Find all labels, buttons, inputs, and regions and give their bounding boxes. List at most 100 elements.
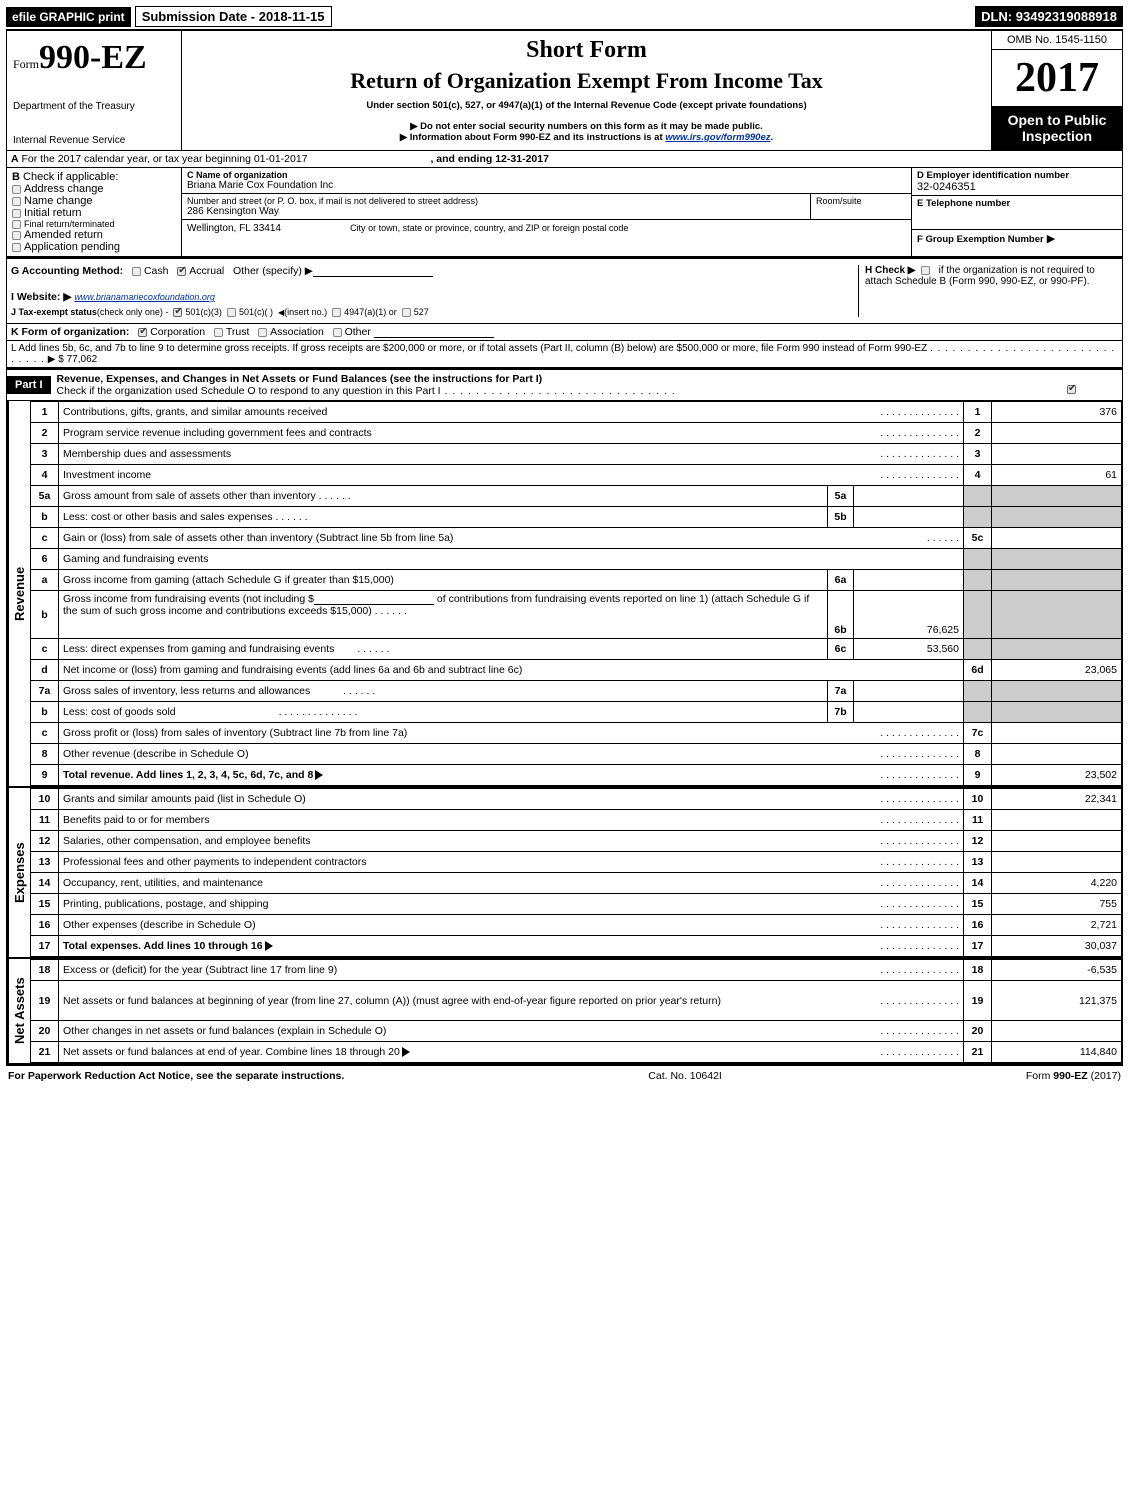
table-row: 8Other revenue (describe in Schedule O)8 <box>31 744 1122 765</box>
dots-icon <box>880 1046 959 1058</box>
checkbox-icon[interactable] <box>921 266 930 275</box>
section-b: B Check if applicable: Address change Na… <box>7 168 182 256</box>
l-text: L Add lines 5b, 6c, and 7b to line 9 to … <box>11 343 927 354</box>
section-k: K Form of organization: Corporation Trus… <box>6 324 1123 341</box>
table-row: 12Salaries, other compensation, and empl… <box>31 831 1122 852</box>
chk-application-pending[interactable]: Application pending <box>12 241 176 253</box>
section-l: L Add lines 5b, 6c, and 7b to line 9 to … <box>6 341 1123 368</box>
section-h: H Check ▶ if the organization is not req… <box>858 265 1118 317</box>
j-detail: (check only one) - <box>97 307 169 317</box>
page-footer: For Paperwork Reduction Act Notice, see … <box>6 1065 1123 1086</box>
chk-initial-return[interactable]: Initial return <box>12 207 176 219</box>
checkbox-icon[interactable] <box>258 328 267 337</box>
g-label: G Accounting Method: <box>11 265 123 277</box>
checkbox-icon[interactable] <box>214 328 223 337</box>
dots-icon <box>880 964 959 976</box>
checkbox-icon[interactable] <box>333 328 342 337</box>
line-6a: a Gross income from gaming (attach Sched… <box>31 570 1122 591</box>
line-5b: b Less: cost or other basis and sales ex… <box>31 507 1122 528</box>
table-row: 18Excess or (deficit) for the year (Subt… <box>31 960 1122 981</box>
under-section: Under section 501(c), 527, or 4947(a)(1)… <box>190 100 983 111</box>
checkbox-icon <box>12 220 21 229</box>
chk-final-return[interactable]: Final return/terminated <box>12 219 176 229</box>
org-name: Briana Marie Cox Foundation Inc <box>187 180 906 191</box>
chk-amended-return[interactable]: Amended return <box>12 229 176 241</box>
form990ez-link[interactable]: www.irs.gov/form990ez <box>665 132 770 143</box>
f-label: F Group Exemption Number <box>917 234 1044 245</box>
chk-name-change[interactable]: Name change <box>12 195 176 207</box>
netassets-section: Net Assets 18Excess or (deficit) for the… <box>6 957 1123 1065</box>
table-row: 1Contributions, gifts, grants, and simil… <box>31 402 1122 423</box>
dots-icon <box>880 814 959 826</box>
expenses-sidelabel: Expenses <box>8 788 30 957</box>
form-number: Form990-EZ <box>13 39 175 77</box>
entity-block: B Check if applicable: Address change Na… <box>6 168 1123 257</box>
header-mid: Short Form Return of Organization Exempt… <box>182 31 992 150</box>
open-to-public: Open to Public Inspection <box>992 106 1122 150</box>
checkbox-icon[interactable] <box>227 308 236 317</box>
submission-date-box: Submission Date - 2018-11-15 <box>135 6 332 27</box>
footer-right: Form 990-EZ (2017) <box>1026 1070 1121 1082</box>
dots-icon <box>880 748 959 760</box>
checkbox-icon[interactable] <box>332 308 341 317</box>
row-gh: G Accounting Method: Cash Accrual Other … <box>6 257 1123 324</box>
other-org-blank[interactable] <box>374 327 494 338</box>
section-g: G Accounting Method: Cash Accrual Other … <box>11 265 858 277</box>
e-label: E Telephone number <box>917 198 1010 209</box>
checkbox-checked-icon[interactable] <box>177 267 186 276</box>
netassets-sidelabel: Net Assets <box>8 959 30 1063</box>
submission-date-label: Submission Date - <box>142 9 259 24</box>
dots-icon <box>880 919 959 931</box>
dots-icon <box>880 469 959 481</box>
table-row: 14Occupancy, rent, utilities, and mainte… <box>31 873 1122 894</box>
checkbox-checked-icon[interactable] <box>138 328 147 337</box>
checkbox-icon[interactable] <box>132 267 141 276</box>
table-row: 17Total expenses. Add lines 10 through 1… <box>31 936 1122 957</box>
dept-treasury: Department of the Treasury <box>13 101 175 112</box>
checkbox-checked-icon[interactable] <box>1067 385 1076 394</box>
efile-badge: efile GRAPHIC print <box>6 7 131 27</box>
section-j: J Tax-exempt status(check only one) - 50… <box>11 307 858 317</box>
table-row: 10Grants and similar amounts paid (list … <box>31 789 1122 810</box>
dots-icon <box>880 793 959 805</box>
expenses-section: Expenses 10Grants and similar amounts pa… <box>6 786 1123 957</box>
table-row: 11Benefits paid to or for members11 <box>31 810 1122 831</box>
room-suite: Room/suite <box>811 194 911 219</box>
street-label: Number and street (or P. O. box, if mail… <box>187 196 805 206</box>
info-period: . <box>771 132 774 143</box>
line-5c: c Gain or (loss) from sale of assets oth… <box>31 528 1122 549</box>
dots-icon <box>880 940 959 952</box>
ein-value: 32-0246351 <box>917 181 1117 193</box>
omb-no: OMB No. 1545-1150 <box>992 31 1122 50</box>
line-7b: b Less: cost of goods sold 7b <box>31 702 1122 723</box>
other-blank[interactable] <box>313 266 433 277</box>
checkbox-icon[interactable] <box>402 308 411 317</box>
irs-label: Internal Revenue Service <box>13 135 175 146</box>
h-label: H Check ▶ <box>865 265 915 276</box>
line-a-text: For the 2017 calendar year, or tax year … <box>22 153 308 165</box>
part1-label: Part I <box>7 376 51 394</box>
revenue-sidelabel: Revenue <box>8 401 30 786</box>
dots-icon <box>880 898 959 910</box>
top-bar: efile GRAPHIC print Submission Date - 20… <box>6 6 1123 27</box>
section-def: D Employer identification number 32-0246… <box>912 168 1122 256</box>
form-header: Form990-EZ Department of the Treasury In… <box>6 29 1123 151</box>
city-label: City or town, state or province, country… <box>350 223 628 233</box>
header-right: OMB No. 1545-1150 2017 Open to Public In… <box>992 31 1122 150</box>
table-row: 2Program service revenue including gover… <box>31 423 1122 444</box>
checkbox-checked-icon[interactable] <box>173 308 182 317</box>
checkbox-icon <box>12 231 21 240</box>
dots-icon <box>880 427 959 439</box>
checkbox-icon <box>12 197 21 206</box>
amount-blank[interactable] <box>314 594 434 605</box>
website-link[interactable]: www.brianamariecoxfoundation.org <box>74 292 215 302</box>
netassets-table: 18Excess or (deficit) for the year (Subt… <box>30 959 1122 1063</box>
part1-header: Part I Revenue, Expenses, and Changes in… <box>6 368 1123 401</box>
d-label: D Employer identification number <box>917 170 1069 181</box>
table-row: 13Professional fees and other payments t… <box>31 852 1122 873</box>
chk-address-change[interactable]: Address change <box>12 183 176 195</box>
dots-icon <box>880 995 959 1007</box>
k-label: K Form of organization: <box>11 326 129 338</box>
line-a: A For the 2017 calendar year, or tax yea… <box>6 151 1123 168</box>
table-row: 16Other expenses (describe in Schedule O… <box>31 915 1122 936</box>
